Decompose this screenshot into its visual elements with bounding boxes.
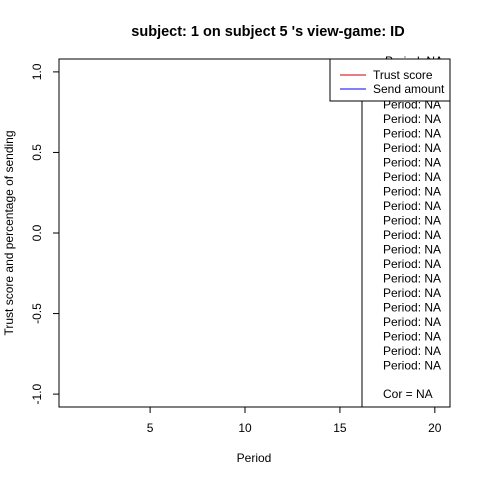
period-label: Period: NA (383, 243, 441, 257)
period-label: Period: NA (383, 272, 441, 286)
period-label: Period: NA (383, 185, 441, 199)
period-label: Period: NA (383, 228, 441, 242)
y-tick-label: -1.0 (30, 383, 44, 404)
y-axis-label: Trust score and percentage of sending (2, 130, 16, 335)
period-label: Period: NA (383, 286, 441, 300)
x-tick-label: 5 (147, 421, 154, 435)
period-label: Period: NA (383, 199, 441, 213)
x-tick-label: 20 (428, 421, 442, 435)
period-label: Period: NA (383, 156, 441, 170)
y-tick-label: -0.5 (30, 303, 44, 324)
legend-label: Send amount (373, 82, 445, 96)
period-label: Period: NA (383, 257, 441, 271)
x-axis-label: Period (237, 451, 272, 465)
x-axis: 5 10 15 20 (147, 407, 442, 435)
legend-label: Trust score (373, 68, 433, 82)
x-tick-label: 10 (238, 421, 252, 435)
period-label: Period: NA (383, 330, 441, 344)
chart-title: subject: 1 on subject 5 's view-game: ID (131, 24, 404, 40)
period-label: Period: NA (383, 359, 441, 373)
period-label: Period: NA (383, 141, 441, 155)
period-label: Period: NA (383, 127, 441, 141)
x-tick-label: 15 (333, 421, 347, 435)
y-tick-label: 1.0 (30, 63, 44, 80)
period-label: Period: NA (383, 214, 441, 228)
period-label: Period: NA (383, 315, 441, 329)
cor-label: Cor = NA (383, 387, 433, 401)
period-label: Period: NA (383, 344, 441, 358)
y-tick-label: 0.0 (30, 224, 44, 241)
period-label: Period: NA (383, 112, 441, 126)
y-axis: -1.0 -0.5 0.0 0.5 1.0 (30, 63, 59, 404)
period-label: Period: NA (383, 301, 441, 315)
y-tick-label: 0.5 (30, 144, 44, 161)
period-label: Period: NA (383, 170, 441, 184)
